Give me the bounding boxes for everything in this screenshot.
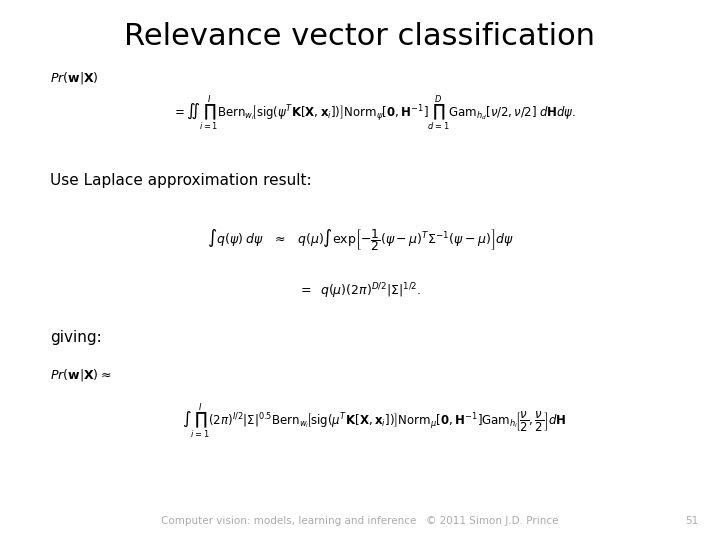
Text: 51: 51 — [685, 516, 698, 526]
Text: $= \iint \prod_{i=1}^{I} \mathrm{Bern}_{w_i}\!\left[\mathrm{sig}(\psi^T\mathbf{K: $= \iint \prod_{i=1}^{I} \mathrm{Bern}_{… — [172, 94, 577, 133]
Text: $= \;\; q(\mu)(2\pi)^{D/2}|\Sigma|^{1/2}.$: $= \;\; q(\mu)(2\pi)^{D/2}|\Sigma|^{1/2}… — [298, 282, 422, 301]
Text: Computer vision: models, learning and inference   © 2011 Simon J.D. Prince: Computer vision: models, learning and in… — [161, 516, 559, 526]
Text: $Pr(\mathbf{w}|\mathbf{X})$: $Pr(\mathbf{w}|\mathbf{X})$ — [50, 70, 99, 86]
Text: Relevance vector classification: Relevance vector classification — [125, 22, 595, 51]
Text: giving:: giving: — [50, 330, 102, 345]
Text: $\int q(\psi) \; d\psi \;\;\; \approx \;\;\; q(\mu) \int \exp\!\left[-\dfrac{1}{: $\int q(\psi) \; d\psi \;\;\; \approx \;… — [207, 227, 513, 253]
Text: $\int \prod_{i=1}^{I} (2\pi)^{I/2} |\Sigma|^{0.5} \mathrm{Bern}_{w_i}\!\left[\ma: $\int \prod_{i=1}^{I} (2\pi)^{I/2} |\Sig… — [182, 402, 567, 441]
Text: Use Laplace approximation result:: Use Laplace approximation result: — [50, 173, 312, 188]
Text: $Pr(\mathbf{w}|\mathbf{X}) \approx$: $Pr(\mathbf{w}|\mathbf{X}) \approx$ — [50, 367, 112, 383]
